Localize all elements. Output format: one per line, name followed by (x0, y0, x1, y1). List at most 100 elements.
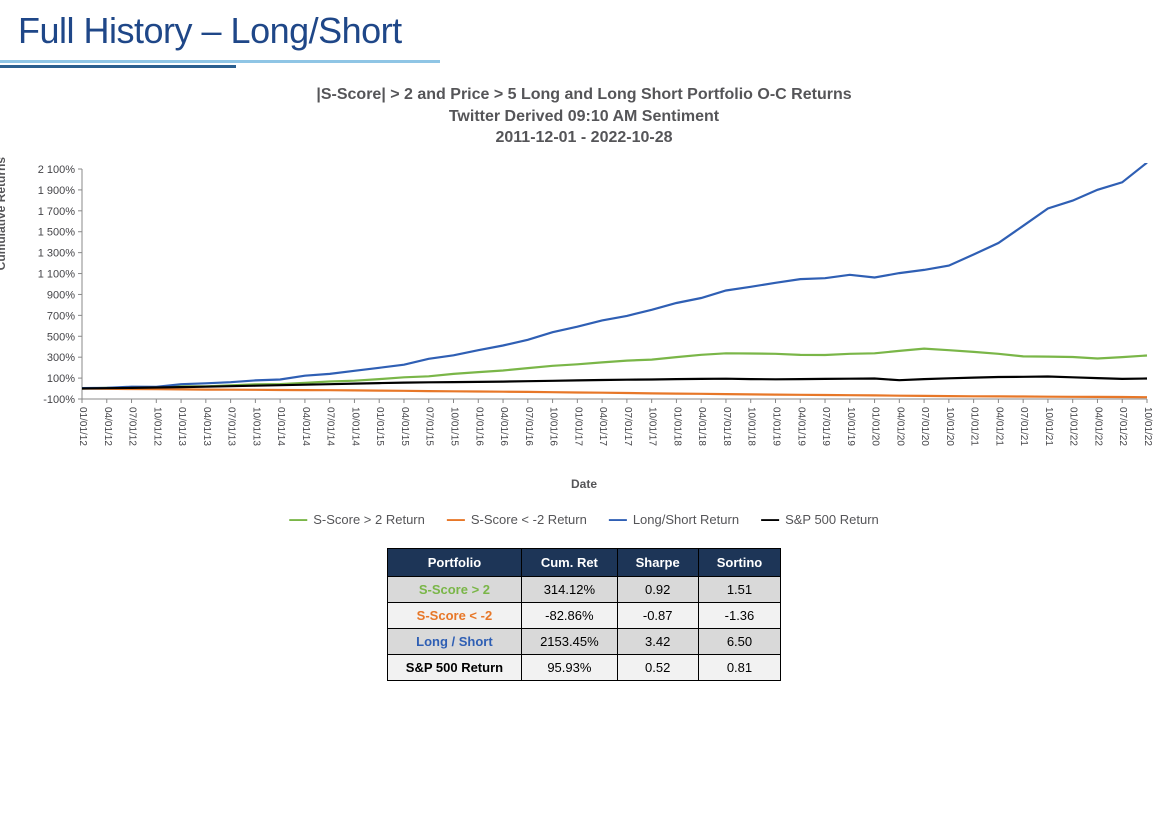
table-cell: 0.92 (617, 576, 698, 602)
svg-text:07/01/22: 07/01/22 (1117, 407, 1128, 446)
legend-swatch: — (609, 509, 627, 530)
table-cell: -1.36 (698, 602, 781, 628)
svg-text:01/01/21: 01/01/21 (969, 407, 980, 446)
chart-area: Cumulative Returns -100%100%300%500%700%… (0, 163, 1168, 491)
svg-text:04/01/12: 04/01/12 (102, 407, 113, 446)
chart-title: |S-Score| > 2 and Price > 5 Long and Lon… (0, 84, 1168, 149)
table-column-header: Portfolio (387, 548, 521, 576)
svg-text:10/01/19: 10/01/19 (845, 407, 856, 446)
svg-text:01/01/18: 01/01/18 (671, 407, 682, 446)
svg-text:04/01/18: 04/01/18 (696, 407, 707, 446)
x-axis-label: Date (0, 477, 1168, 491)
table-body: S-Score > 2314.12%0.921.51S-Score < -2-8… (387, 576, 780, 680)
svg-text:10/01/14: 10/01/14 (349, 407, 360, 446)
svg-text:04/01/15: 04/01/15 (399, 407, 410, 446)
svg-text:07/01/17: 07/01/17 (622, 407, 633, 446)
svg-text:10/01/20: 10/01/20 (944, 407, 955, 446)
svg-text:04/01/19: 04/01/19 (795, 407, 806, 446)
svg-text:04/01/22: 04/01/22 (1092, 407, 1103, 446)
svg-text:10/01/16: 10/01/16 (548, 407, 559, 446)
table-row: Long / Short2153.45%3.426.50 (387, 628, 780, 654)
svg-text:07/01/18: 07/01/18 (721, 407, 732, 446)
table-cell: -82.86% (522, 602, 618, 628)
svg-text:04/01/21: 04/01/21 (993, 407, 1004, 446)
svg-text:-100%: -100% (43, 394, 75, 406)
svg-text:1 100%: 1 100% (38, 268, 76, 280)
table-cell: 3.42 (617, 628, 698, 654)
legend-label: Long/Short Return (633, 512, 739, 527)
legend-swatch: — (761, 509, 779, 530)
svg-text:10/01/18: 10/01/18 (746, 407, 757, 446)
chart-legend: —S-Score > 2 Return—S-Score < -2 Return—… (0, 509, 1168, 530)
table-cell: 95.93% (522, 654, 618, 680)
table-cell: 314.12% (522, 576, 618, 602)
svg-text:04/01/20: 04/01/20 (894, 407, 905, 446)
legend-item: — S&P 500 Return (761, 509, 879, 530)
svg-text:07/01/12: 07/01/12 (127, 407, 138, 446)
svg-text:500%: 500% (47, 331, 75, 343)
table-cell: 1.51 (698, 576, 781, 602)
table-cell: -0.87 (617, 602, 698, 628)
table-row: S-Score < -2-82.86%-0.87-1.36 (387, 602, 780, 628)
table-cell: 0.81 (698, 654, 781, 680)
y-axis-label: Cumulative Returns (0, 157, 8, 270)
chart-title-line3: 2011-12-01 - 2022-10-28 (0, 127, 1168, 149)
svg-text:04/01/14: 04/01/14 (300, 407, 311, 446)
table-row-label: S&P 500 Return (387, 654, 521, 680)
table-cell: 2153.45% (522, 628, 618, 654)
svg-text:10/01/17: 10/01/17 (647, 407, 658, 446)
chart-title-line2: Twitter Derived 09:10 AM Sentiment (0, 106, 1168, 128)
svg-text:01/01/22: 01/01/22 (1068, 407, 1079, 446)
svg-text:01/01/14: 01/01/14 (275, 407, 286, 446)
svg-text:2 100%: 2 100% (38, 164, 76, 176)
table-cell: 6.50 (698, 628, 781, 654)
table-row-label: S-Score < -2 (387, 602, 521, 628)
table-column-header: Cum. Ret (522, 548, 618, 576)
series-line (82, 388, 1147, 397)
table-cell: 0.52 (617, 654, 698, 680)
table-column-header: Sortino (698, 548, 781, 576)
legend-label: S-Score < -2 Return (471, 512, 587, 527)
svg-text:700%: 700% (47, 310, 75, 322)
performance-table: PortfolioCum. RetSharpeSortino S-Score >… (387, 548, 781, 681)
series-line (82, 348, 1147, 388)
table-row: S&P 500 Return95.93%0.520.81 (387, 654, 780, 680)
svg-text:07/01/15: 07/01/15 (424, 407, 435, 446)
svg-text:01/01/17: 01/01/17 (572, 407, 583, 446)
table-header-row: PortfolioCum. RetSharpeSortino (387, 548, 780, 576)
legend-item: —S-Score > 2 Return (289, 509, 425, 530)
legend-swatch: — (447, 509, 465, 530)
svg-text:07/01/14: 07/01/14 (325, 407, 336, 446)
page-title: Full History – Long/Short (18, 10, 1168, 52)
svg-text:1 900%: 1 900% (38, 185, 76, 197)
svg-text:100%: 100% (47, 373, 75, 385)
svg-text:07/01/19: 07/01/19 (820, 407, 831, 446)
svg-text:10/01/13: 10/01/13 (250, 407, 261, 446)
chart-svg: -100%100%300%500%700%900%1 100%1 300%1 5… (20, 163, 1155, 473)
series-line (82, 163, 1147, 388)
table-column-header: Sharpe (617, 548, 698, 576)
svg-text:04/01/13: 04/01/13 (201, 407, 212, 446)
svg-text:10/01/22: 10/01/22 (1142, 407, 1153, 446)
svg-text:1 300%: 1 300% (38, 247, 76, 259)
svg-text:1 500%: 1 500% (38, 227, 76, 239)
svg-text:04/01/16: 04/01/16 (498, 407, 509, 446)
svg-text:04/01/17: 04/01/17 (597, 407, 608, 446)
svg-text:07/01/13: 07/01/13 (226, 407, 237, 446)
table-row: S-Score > 2314.12%0.921.51 (387, 576, 780, 602)
svg-text:01/01/12: 01/01/12 (77, 407, 88, 446)
table-row-label: Long / Short (387, 628, 521, 654)
legend-item: — S-Score < -2 Return (447, 509, 587, 530)
svg-text:07/01/20: 07/01/20 (919, 407, 930, 446)
svg-text:300%: 300% (47, 352, 75, 364)
table-row-label: S-Score > 2 (387, 576, 521, 602)
title-underline (0, 60, 440, 68)
chart-title-line1: |S-Score| > 2 and Price > 5 Long and Lon… (0, 84, 1168, 106)
legend-item: — Long/Short Return (609, 509, 739, 530)
svg-text:07/01/21: 07/01/21 (1018, 407, 1029, 446)
svg-text:01/01/15: 01/01/15 (374, 407, 385, 446)
svg-text:01/01/13: 01/01/13 (176, 407, 187, 446)
legend-label: S&P 500 Return (785, 512, 879, 527)
svg-text:01/01/19: 01/01/19 (770, 407, 781, 446)
svg-text:1 700%: 1 700% (38, 206, 76, 218)
